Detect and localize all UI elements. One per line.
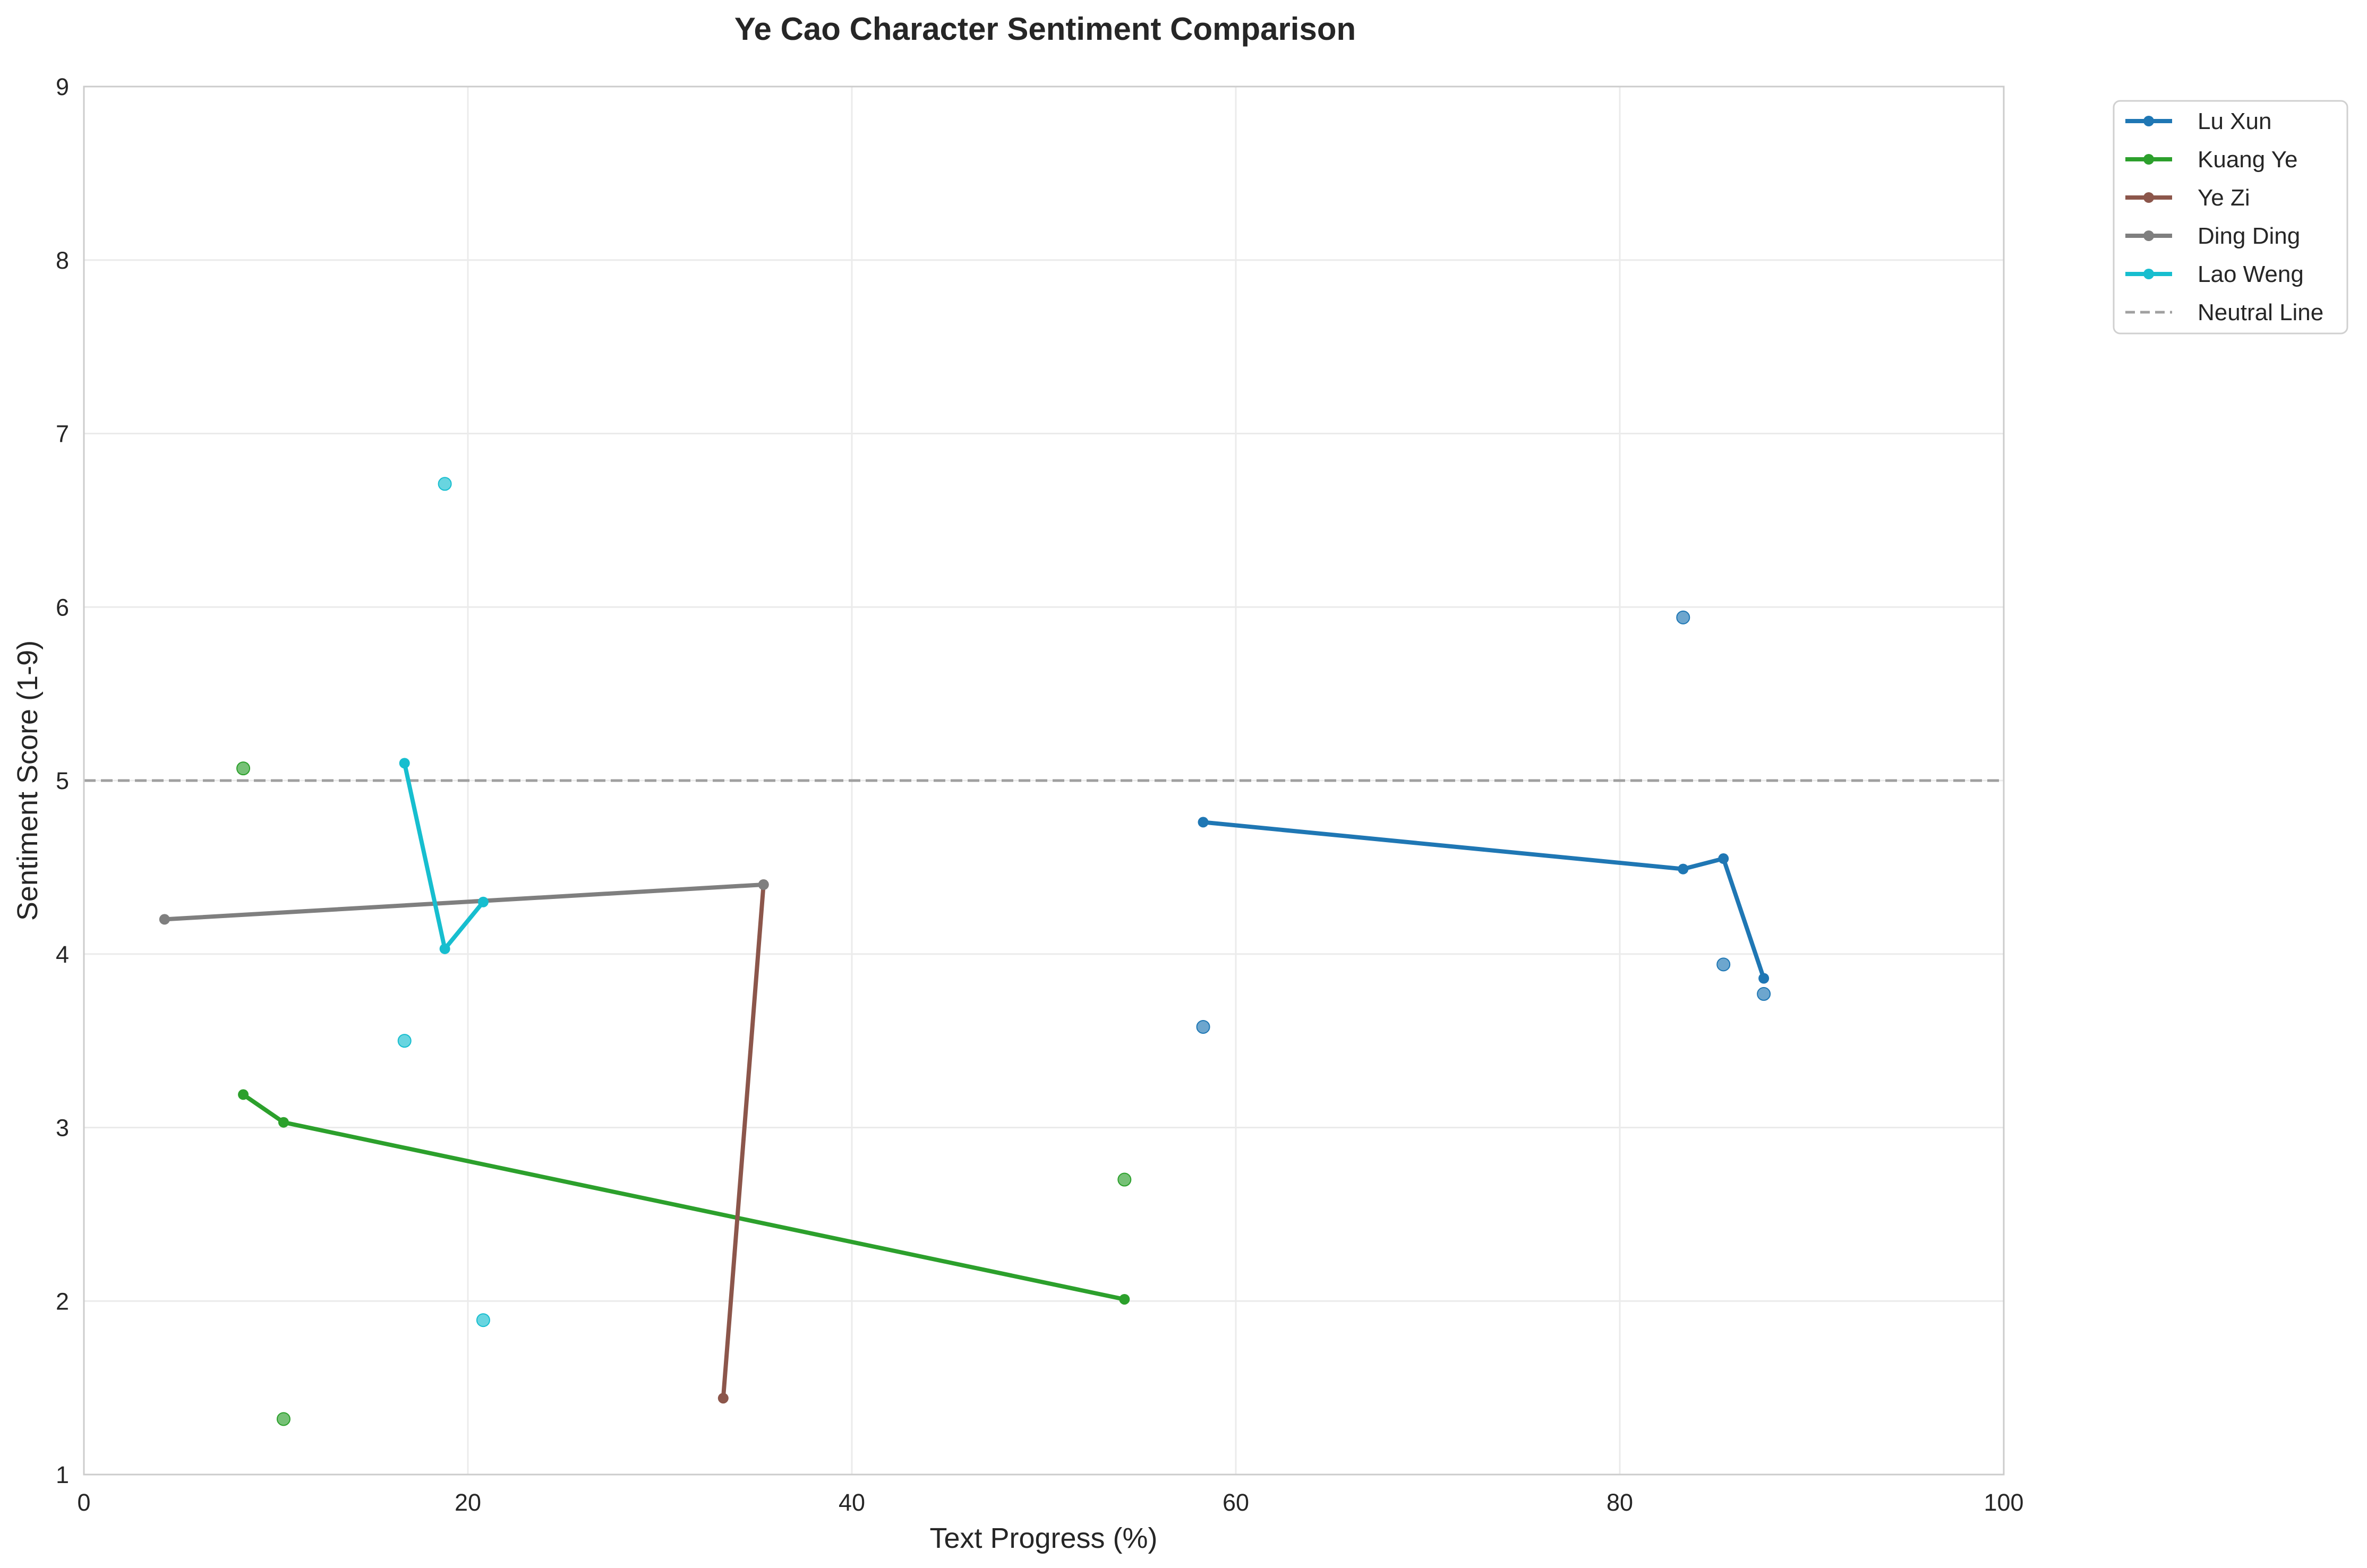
lu-xun-line-marker	[1718, 853, 1729, 864]
kuang-ye-line-marker	[1119, 1293, 1130, 1305]
legend-label-kuang-ye: Kuang Ye	[2198, 147, 2297, 173]
x-tick-label: 20	[455, 1489, 481, 1516]
lu-xun-line-marker	[1678, 863, 1689, 875]
x-tick-label: 100	[1984, 1489, 2023, 1516]
scatter-points	[236, 477, 1771, 1426]
lao-weng-scatter-point	[397, 1034, 412, 1048]
series-lines	[159, 758, 1770, 1404]
lu-xun-scatter-point	[1716, 957, 1731, 972]
y-tick-label: 9	[56, 73, 69, 100]
x-tick-label: 80	[1607, 1489, 1633, 1516]
ye-zi-series-line	[721, 882, 766, 1401]
y-tick-labels: 1 2 3 4 5 6 7 8 9	[56, 73, 69, 1488]
y-tick-label: 5	[56, 767, 69, 794]
ye-zi-line-marker	[717, 1393, 729, 1404]
chart-title: Ye Cao Character Sentiment Comparison	[734, 11, 1356, 47]
kuang-ye-scatter-point	[1117, 1172, 1132, 1187]
x-tick-label: 0	[77, 1489, 90, 1516]
x-tick-label: 40	[839, 1489, 865, 1516]
x-tick-label: 60	[1223, 1489, 1249, 1516]
legend-marker-lu-xun	[2143, 116, 2154, 126]
y-tick-label: 6	[56, 594, 69, 621]
ding-ding-series-line	[162, 882, 766, 922]
y-tick-label: 8	[56, 247, 69, 274]
lu-xun-scatter-point	[1757, 987, 1771, 1001]
x-tick-labels: 0 20 40 60 80 100	[77, 1489, 2023, 1516]
plot-frame	[83, 85, 2005, 1476]
lao-weng-scatter-point	[438, 477, 452, 491]
lu-xun-series-line	[1201, 820, 1766, 981]
legend-label-lu-xun: Lu Xun	[2198, 108, 2271, 134]
legend-marker-lao-weng	[2143, 269, 2154, 279]
y-tick-label: 4	[56, 941, 69, 968]
lu-xun-line-marker	[1758, 973, 1770, 984]
lu-xun-scatter-point	[1196, 1019, 1210, 1034]
ding-ding-line-marker	[159, 914, 170, 925]
y-tick-label: 7	[56, 421, 69, 448]
legend-label-lao-weng: Lao Weng	[2198, 261, 2304, 287]
lu-xun-line-marker	[1198, 817, 1209, 828]
kuang-ye-line-marker	[238, 1089, 249, 1100]
lao-weng-line-marker	[439, 943, 450, 954]
lao-weng-line-marker	[477, 896, 489, 907]
ding-ding-line-marker	[758, 879, 769, 890]
y-tick-label: 1	[56, 1461, 69, 1488]
lu-xun-scatter-point	[1676, 610, 1690, 624]
legend-marker-kuang-ye	[2143, 154, 2154, 165]
y-tick-label: 2	[56, 1288, 69, 1315]
legend-box	[2113, 100, 2348, 335]
y-axis-label: Sentiment Score (1-9)	[12, 640, 44, 921]
kuang-ye-line-marker	[278, 1117, 289, 1128]
legend-label-ye-zi: Ye Zi	[2198, 185, 2250, 211]
legend-label-ding-ding: Ding Ding	[2198, 223, 2300, 249]
legend-marker-ding-ding	[2143, 230, 2154, 241]
kuang-ye-scatter-point	[276, 1412, 290, 1426]
lao-weng-line-marker	[399, 758, 410, 769]
x-axis-label: Text Progress (%)	[929, 1522, 1157, 1554]
legend-marker-ye-zi	[2143, 192, 2154, 203]
y-tick-label: 3	[56, 1115, 69, 1142]
legend-label-neutral-line: Neutral Line	[2198, 299, 2323, 325]
kuang-ye-scatter-point	[236, 761, 251, 776]
lao-weng-scatter-point	[476, 1313, 490, 1327]
legend: Lu Xun Kuang Ye Ye Zi Ding Ding Lao Weng Neut…	[2113, 100, 2348, 335]
